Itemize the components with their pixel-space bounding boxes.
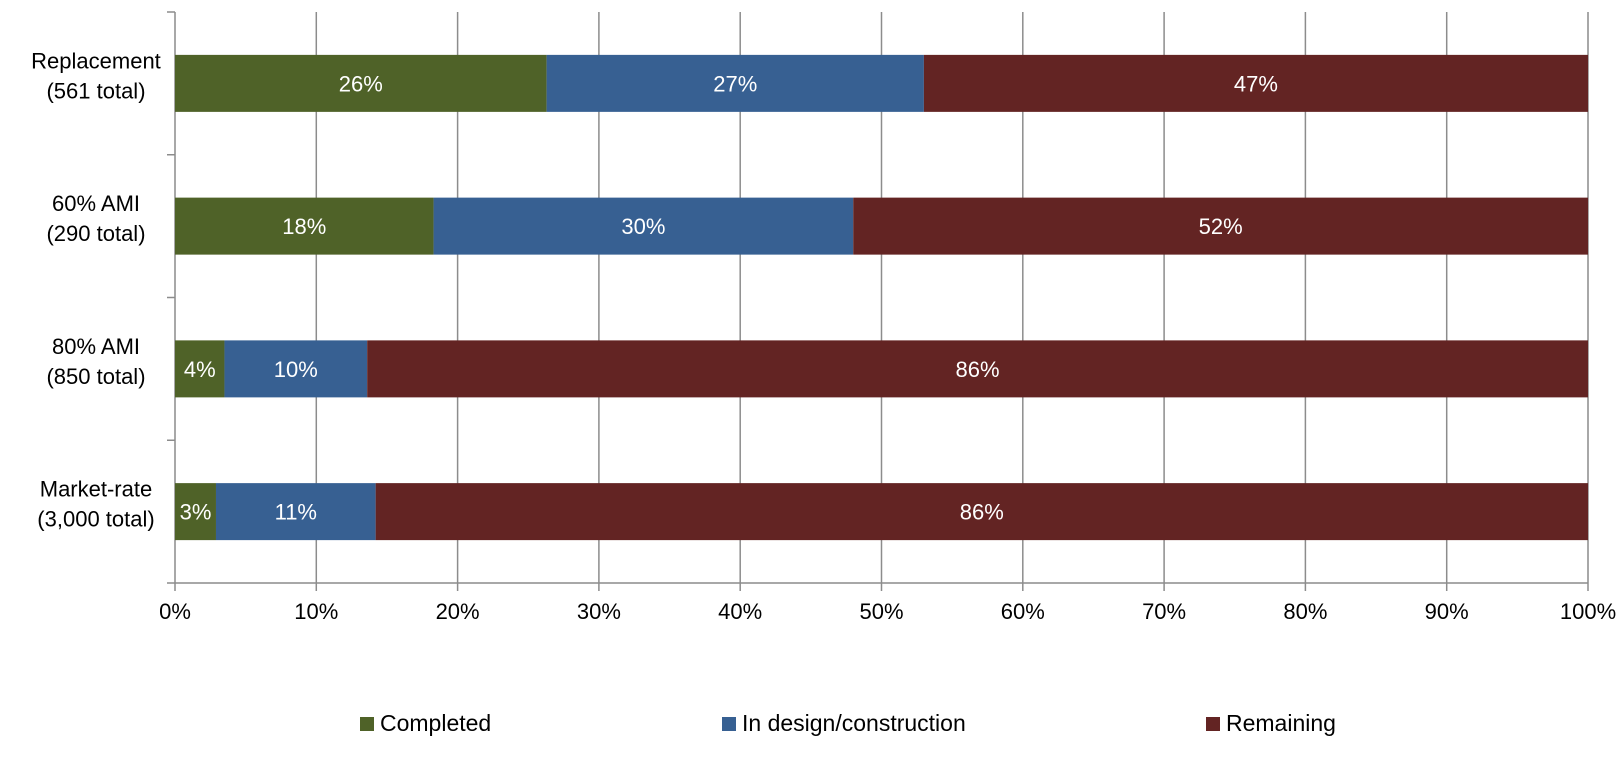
data-label: 27% — [713, 71, 757, 96]
legend-label-completed: Completed — [380, 710, 492, 736]
x-tick-label: 80% — [1283, 599, 1327, 624]
bar-segment — [175, 483, 216, 541]
bar-segment — [175, 54, 547, 112]
x-tick-label: 20% — [436, 599, 480, 624]
legend-swatch-completed — [360, 716, 374, 731]
legend-item-in-design: In design/construction — [722, 710, 966, 737]
x-tick-label: 40% — [718, 599, 762, 624]
data-label: 3% — [180, 500, 212, 525]
bar-segment — [224, 340, 368, 398]
x-tick-label: 90% — [1425, 599, 1469, 624]
x-tick-label: 60% — [1001, 599, 1045, 624]
category-label: Replacement — [31, 48, 161, 73]
x-tick-label: 70% — [1142, 599, 1186, 624]
category-label: (850 total) — [46, 364, 145, 389]
x-tick-label: 50% — [859, 599, 903, 624]
x-tick-label: 10% — [294, 599, 338, 624]
stacked-bar-chart: 0% 10% 20% 30% 40% 50% 60% 70% 80% 90% 100% 26% 27% 4… — [31, 11, 1616, 624]
category-label: 60% AMI — [52, 191, 140, 216]
bar-segment — [175, 197, 434, 255]
category-label: (290 total) — [46, 221, 145, 246]
data-label: 86% — [960, 500, 1004, 525]
data-label: 4% — [184, 357, 216, 382]
legend-label-in-design: In design/construction — [742, 710, 966, 736]
x-tick-label: 0% — [159, 599, 191, 624]
bar-segment — [923, 54, 1588, 112]
data-label: 86% — [956, 357, 1000, 382]
data-label: 30% — [621, 214, 665, 239]
bar-segment — [853, 197, 1588, 255]
data-label: 10% — [274, 357, 318, 382]
bar-segment — [175, 340, 225, 398]
legend: Completed In design/construction Remaini… — [0, 710, 1623, 746]
data-label: 47% — [1234, 71, 1278, 96]
category-label: Market-rate — [40, 477, 152, 502]
bar-segment — [375, 483, 1588, 541]
legend-swatch-remaining — [1206, 716, 1220, 731]
legend-item-remaining: Remaining — [1206, 710, 1336, 737]
category-label: (3,000 total) — [37, 507, 154, 532]
legend-label-remaining: Remaining — [1226, 710, 1336, 736]
data-label: 52% — [1199, 214, 1243, 239]
bar-segment — [367, 340, 1589, 398]
legend-item-completed: Completed — [360, 710, 491, 737]
data-label: 26% — [339, 71, 383, 96]
x-tick-label: 100% — [1560, 599, 1616, 624]
bar-segment — [215, 483, 376, 541]
bar-segment — [433, 197, 854, 255]
x-tick-label: 30% — [577, 599, 621, 624]
category-label: (561 total) — [46, 78, 145, 103]
bar-segment — [546, 54, 924, 112]
data-label: 11% — [275, 500, 317, 525]
category-label: 80% AMI — [52, 334, 140, 359]
data-label: 18% — [282, 214, 326, 239]
legend-swatch-in-design — [722, 716, 736, 731]
